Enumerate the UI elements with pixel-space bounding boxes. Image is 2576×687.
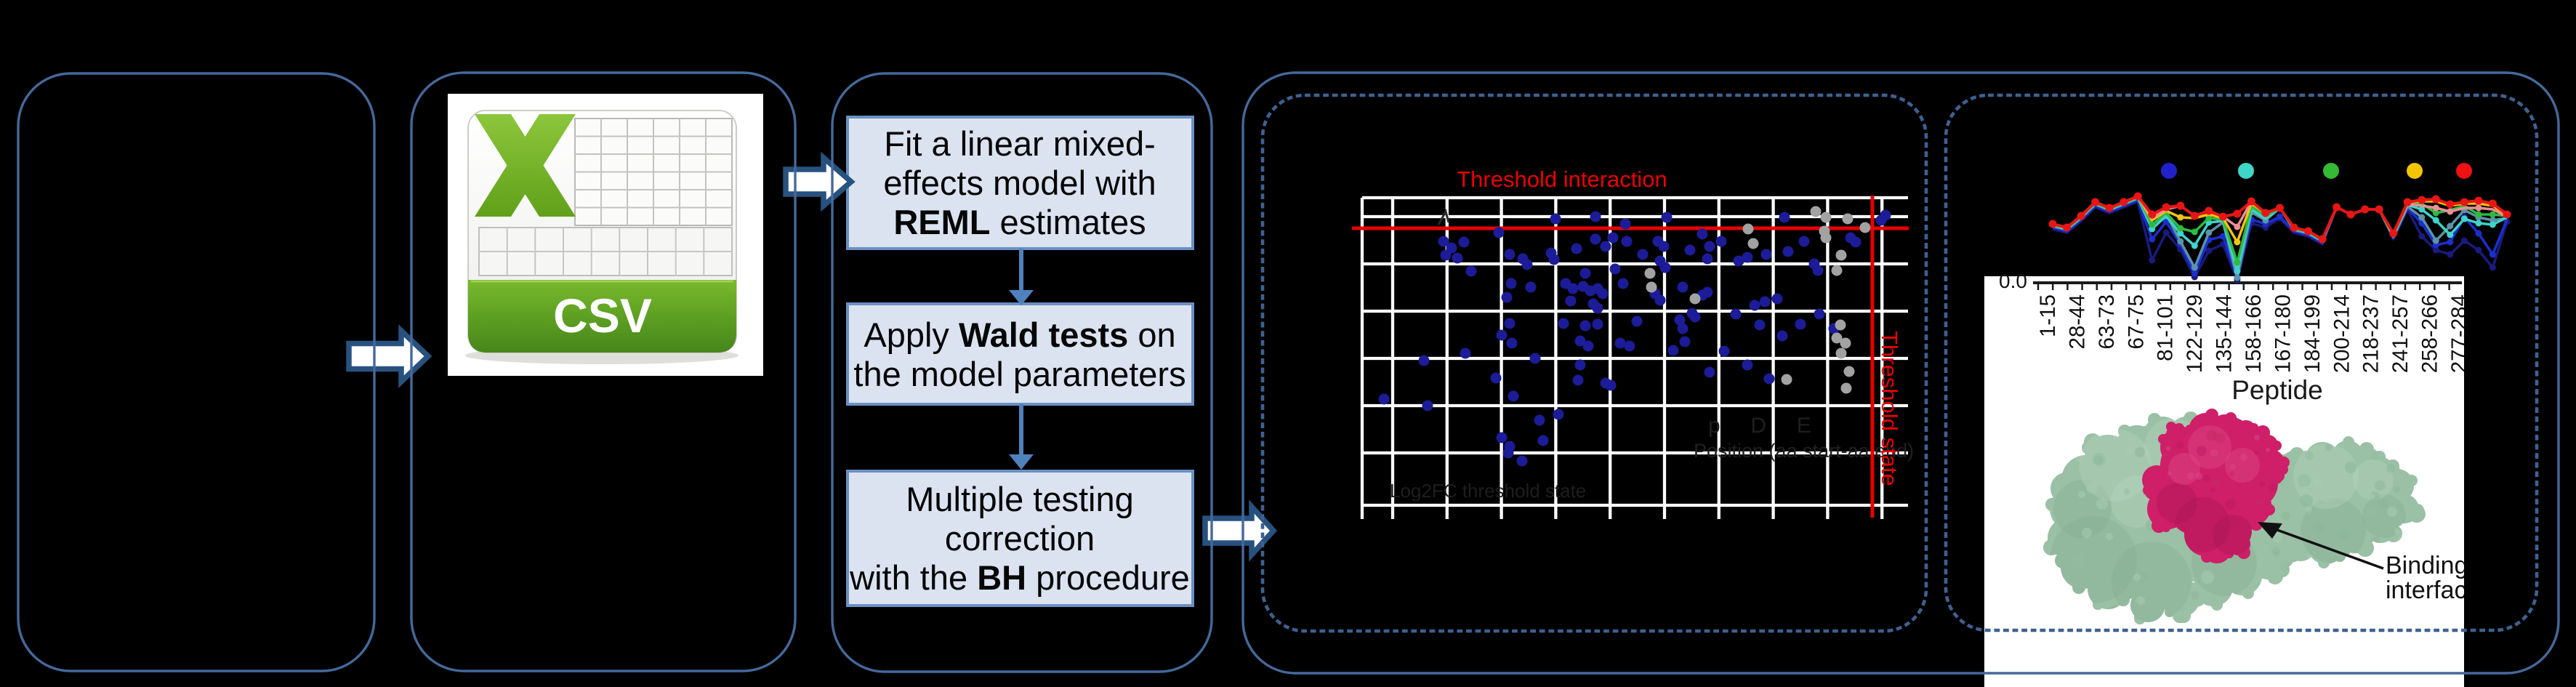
svg-text:Apply Wald tests on: Apply Wald tests on (864, 316, 1175, 354)
svg-text:Position (aa start-aa end): Position (aa start-aa end) (1694, 440, 1914, 462)
svg-text:184-199: 184-199 (2301, 294, 2325, 373)
svg-text:241-257: 241-257 (2388, 294, 2412, 373)
svg-text:0.0: 0.0 (1999, 270, 2027, 292)
svg-text:135-144: 135-144 (2213, 294, 2237, 373)
svg-text:1-15: 1-15 (2036, 294, 2060, 337)
svg-text:Threshold state: Threshold state (1877, 331, 1902, 486)
svg-text:81-101: 81-101 (2154, 294, 2178, 361)
svg-text:Multiple testing: Multiple testing (906, 480, 1134, 518)
svg-text:63-73: 63-73 (2095, 294, 2119, 349)
svg-text:the model parameters: the model parameters (853, 355, 1186, 393)
svg-text:67-75: 67-75 (2124, 294, 2148, 349)
svg-text:200-214: 200-214 (2330, 294, 2354, 373)
svg-text:158-166: 158-166 (2242, 294, 2266, 373)
svg-text:28-44: 28-44 (2065, 294, 2089, 349)
svg-text:258-266: 258-266 (2418, 294, 2442, 373)
svg-text:167-180: 167-180 (2271, 294, 2295, 373)
svg-text:Binding: Binding (2386, 552, 2468, 579)
svg-text:Peptide: Peptide (2231, 375, 2323, 405)
svg-text:277-284: 277-284 (2447, 294, 2471, 373)
svg-text:Log2FC threshold state: Log2FC threshold state (1390, 480, 1586, 502)
svg-text:Threshold interaction: Threshold interaction (1457, 166, 1667, 192)
svg-text:correction: correction (945, 519, 1095, 558)
svg-text:p D E: p D E (1708, 414, 1811, 438)
svg-text:218-237: 218-237 (2359, 294, 2383, 373)
svg-text:with the BH procedure: with the BH procedure (849, 558, 1190, 597)
svg-text:CSV: CSV (553, 289, 652, 342)
svg-text:interface: interface (2386, 576, 2480, 604)
svg-text:122-129: 122-129 (2183, 294, 2207, 373)
svg-text:REML estimates: REML estimates (893, 203, 1146, 241)
svg-text:Fit a linear mixed-: Fit a linear mixed- (884, 124, 1156, 163)
svg-text:effects model with: effects model with (883, 164, 1156, 202)
